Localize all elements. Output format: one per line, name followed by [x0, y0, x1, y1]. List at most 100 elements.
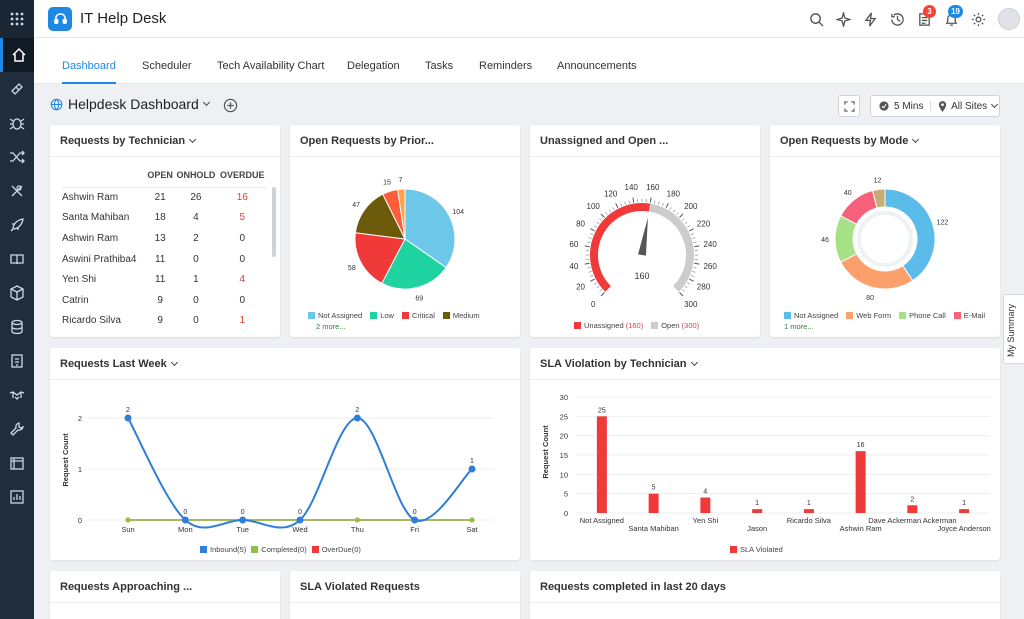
slice-value-label: 46	[821, 237, 829, 244]
gauge-tick	[690, 233, 694, 235]
widget-title[interactable]: Requests Last Week	[60, 348, 178, 380]
contract-icon[interactable]	[0, 344, 34, 378]
widget-title[interactable]: Requests by Technician	[60, 125, 197, 157]
legend-label: SLA Violated	[740, 545, 783, 554]
widget-title[interactable]: Requests completed in last 20 days	[540, 581, 726, 593]
slice-value-label: 7	[399, 177, 403, 184]
cell-name[interactable]: Yen Shi	[62, 274, 97, 286]
handshake-icon[interactable]	[0, 378, 34, 412]
tab-announcements[interactable]: Announcements	[557, 60, 637, 72]
widget-title[interactable]: SLA Violated Requests	[300, 581, 420, 593]
data-point	[354, 517, 360, 523]
cell-onhold: 0	[193, 315, 199, 327]
cell-open: 9	[157, 294, 163, 306]
legend-more-link[interactable]: 1 more...	[784, 322, 814, 331]
pie-slice	[354, 193, 406, 240]
widget-title[interactable]: Open Requests by Prior...	[300, 135, 434, 147]
table-row[interactable]: Santa Mahiban 18 4 5	[62, 208, 267, 229]
gauge-tick	[672, 209, 676, 213]
tab-dashboard[interactable]: Dashboard	[62, 38, 116, 84]
widget-title[interactable]: Unassigned and Open ...	[540, 135, 669, 147]
tab-delegation[interactable]: Delegation	[347, 60, 400, 72]
gauge-tick	[624, 201, 626, 205]
cell-name[interactable]: Aswini Prathiba4	[62, 253, 137, 265]
widget-title[interactable]: SLA Violation by Technician	[540, 348, 698, 380]
table-row[interactable]: Catrin 9 0 0	[62, 290, 267, 311]
home-icon[interactable]	[0, 38, 34, 72]
data-point	[353, 414, 361, 422]
bar	[959, 509, 970, 513]
shuffle-icon[interactable]	[0, 140, 34, 174]
data-label: 1	[807, 500, 811, 507]
dashboard-selector[interactable]: Helpdesk Dashboard	[50, 96, 210, 112]
chart-legend: Not Assigned Web Form Phone Call E-Mail	[784, 311, 985, 320]
my-summary-tab[interactable]: My Summary	[1003, 294, 1024, 364]
tasks-icon[interactable]: 3	[911, 0, 938, 38]
table-row[interactable]: Yen Shi 11 1 4	[62, 269, 267, 290]
gauge-tick	[665, 203, 669, 209]
cell-overdue: 0	[239, 294, 246, 306]
gauge-tick	[590, 228, 596, 232]
lightning-icon[interactable]	[857, 0, 884, 38]
legend-label: Medium	[452, 311, 480, 320]
gauge-tick	[692, 271, 696, 273]
legend-label: Phone Call	[909, 311, 946, 320]
puzzle-icon[interactable]	[0, 174, 34, 208]
table-row[interactable]: Ashwin Ram 13 2 0	[62, 228, 267, 249]
legend-more-link[interactable]: 2 more...	[316, 322, 346, 331]
user-avatar[interactable]	[998, 8, 1020, 30]
table-row[interactable]: Ricardo Silva 9 0 1	[62, 311, 267, 332]
cell-name[interactable]: Ashwin Ram	[62, 192, 119, 204]
ticket-icon[interactable]	[0, 72, 34, 106]
data-label: 2	[355, 407, 359, 414]
add-widget-icon[interactable]	[223, 98, 238, 116]
gauge-tick	[679, 292, 684, 297]
reports-icon[interactable]	[0, 480, 34, 514]
calendar-icon[interactable]	[0, 446, 34, 480]
y-tick-label: 30	[560, 393, 568, 402]
refresh-site-filter[interactable]: 5 Mins | All Sites	[870, 95, 1000, 117]
bell-icon[interactable]: 19	[938, 0, 965, 38]
book-icon[interactable]	[0, 242, 34, 276]
history-icon[interactable]	[884, 0, 911, 38]
slice-value-label: 69	[415, 295, 423, 302]
tab-tasks[interactable]: Tasks	[425, 60, 454, 72]
tab-tech-availability-chart[interactable]: Tech Availability Chart	[217, 60, 325, 72]
widget-sla-violated-requests: SLA Violated Requests	[290, 571, 520, 619]
refresh-interval[interactable]: 5 Mins	[894, 100, 924, 112]
wrench-icon[interactable]	[0, 412, 34, 446]
widget-title[interactable]: Requests Approaching ...	[60, 581, 193, 593]
module-tabs: Dashboard Scheduler Tech Availability Ch…	[34, 38, 1024, 84]
table-row[interactable]: Aswini Prathiba4 11 0 0	[62, 249, 267, 270]
sparkle-icon[interactable]	[830, 0, 857, 38]
bug-icon[interactable]	[0, 106, 34, 140]
box-icon[interactable]	[0, 276, 34, 310]
cell-name[interactable]: Santa Mahiban	[62, 212, 130, 224]
bar	[648, 493, 659, 513]
cell-onhold: 1	[193, 274, 199, 286]
scrollbar[interactable]	[272, 187, 276, 257]
fullscreen-button[interactable]	[838, 95, 860, 117]
database-icon[interactable]	[0, 310, 34, 344]
cell-name[interactable]: Ricardo Silva	[62, 315, 121, 327]
site-selector[interactable]: All Sites	[951, 100, 988, 112]
table-row[interactable]: Ashwin Ram 21 26 16	[62, 187, 267, 208]
y-tick-label: 5	[564, 490, 568, 499]
notifications-badge: 19	[948, 5, 963, 18]
donut-inner-ring	[857, 211, 913, 267]
tab-reminders[interactable]: Reminders	[479, 60, 533, 72]
rocket-icon[interactable]	[0, 208, 34, 242]
tab-scheduler[interactable]: Scheduler	[142, 60, 192, 72]
legend-label: Open	[661, 321, 680, 330]
apps-grid-icon[interactable]	[0, 0, 34, 38]
dashboard-header: Helpdesk Dashboard 5 Mins | All Sites	[50, 92, 1000, 120]
data-label: 16	[857, 442, 865, 449]
gauge-tick-label: 300	[684, 300, 698, 309]
cell-name[interactable]: Ashwin Ram	[62, 232, 119, 244]
cell-open: 9	[157, 315, 163, 327]
gauge-tick	[590, 275, 594, 277]
settings-gear-icon[interactable]	[965, 0, 992, 38]
search-icon[interactable]	[803, 0, 830, 38]
widget-title[interactable]: Open Requests by Mode	[780, 125, 920, 157]
cell-name[interactable]: Catrin	[62, 294, 89, 306]
